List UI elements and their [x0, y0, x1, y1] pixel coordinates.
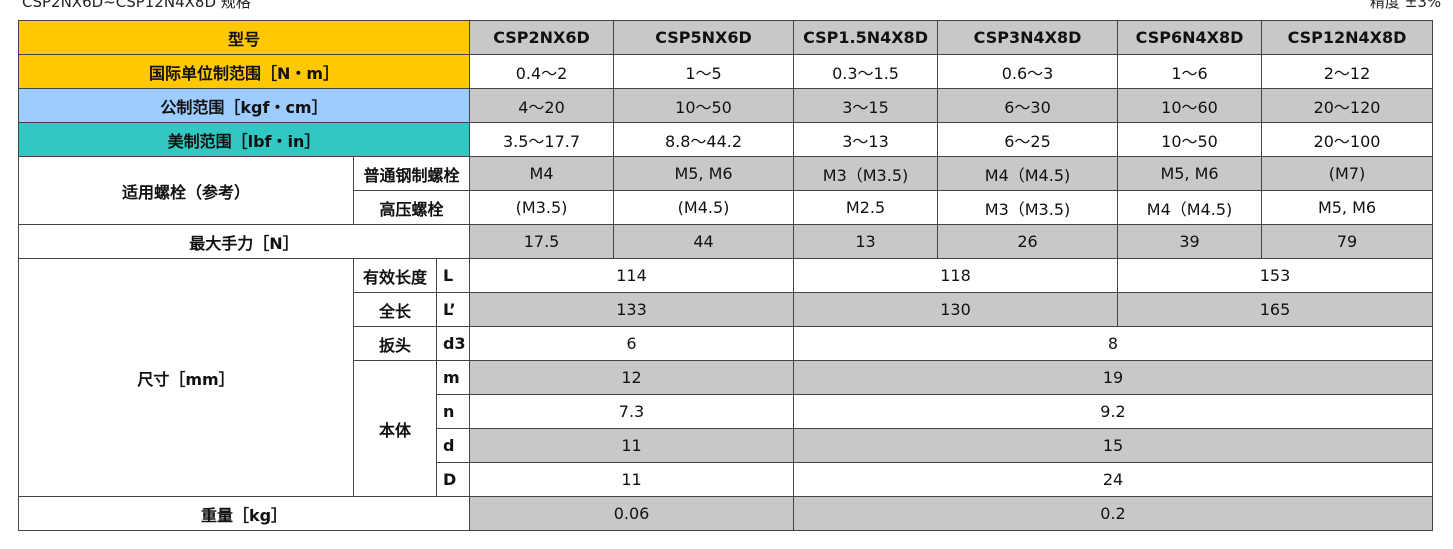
effective-length-label: 有效长度 [353, 258, 437, 293]
table-cell: M4（M4.5) [1117, 190, 1263, 225]
table-cell: 11 [469, 428, 795, 463]
table-cell: 8 [793, 326, 1434, 361]
head-symbol: d3 [435, 326, 471, 361]
n-symbol: n [435, 394, 471, 429]
bolts-label: 适用螺栓（参考） [18, 156, 354, 225]
table-cell: 13 [793, 224, 939, 259]
table-cell: 15 [793, 428, 1434, 463]
overall-length-symbol: L’ [435, 292, 471, 327]
table-cell: M3（M3.5) [937, 190, 1119, 225]
table-cell: 2～12 [1261, 54, 1434, 89]
table-cell: 118 [793, 258, 1119, 293]
table-cell: 20～100 [1261, 122, 1434, 157]
model-cell: CSP5NX6D [613, 20, 795, 55]
d-symbol: d [435, 428, 471, 463]
table-cell: 19 [793, 360, 1434, 395]
imperial-range-label: 美制范围［lbf・in］ [17, 122, 471, 157]
table-cell: 1～5 [613, 54, 795, 89]
table-cell: 3.5～17.7 [469, 122, 615, 157]
model-cell: CSP12N4X8D [1261, 20, 1434, 55]
m-symbol: m [435, 360, 471, 395]
table-cell: 17.5 [469, 224, 615, 259]
table-cell: 8.8～44.2 [613, 122, 795, 157]
metric-range-label: 公制范围［kgf・cm］ [17, 88, 471, 123]
table-cell: M4 [469, 156, 615, 191]
si-range-label: 国际单位制范围［N・m］ [17, 54, 471, 89]
table-cell: (M3.5) [469, 190, 615, 225]
spec-table: 型号 CSP2NX6D CSP5NX6D CSP1.5N4X8D CSP3N4X… [17, 20, 1434, 531]
body-D-row: D 11 24 [19, 462, 1434, 497]
max-force-label: 最大手力［N］ [17, 224, 471, 259]
table-cell: M4（M4.5) [937, 156, 1119, 191]
weight-label: 重量［kg］ [17, 496, 471, 531]
body-d-row: d 11 15 [19, 428, 1434, 463]
table-cell: M2.5 [793, 190, 939, 225]
accuracy-note: 精度 ±3% [1370, 0, 1442, 11]
table-cell: 10～50 [1117, 122, 1263, 157]
head-row: 扳头 d3 6 8 [19, 326, 1434, 361]
table-cell: 3～13 [793, 122, 939, 157]
D-symbol: D [435, 462, 471, 497]
table-cell: 0.3～1.5 [793, 54, 939, 89]
model-cell: CSP1.5N4X8D [793, 20, 939, 55]
table-cell: M5, M6 [1117, 156, 1263, 191]
table-cell: 114 [469, 258, 795, 293]
dimensions-label: 尺寸［mm］ [18, 258, 354, 497]
high-bolt-row: 高压螺栓 (M3.5) (M4.5) M2.5 M3（M3.5) M4（M4.5… [19, 190, 1434, 225]
model-cell: CSP6N4X8D [1117, 20, 1263, 55]
weight-row: 重量［kg］ 0.06 0.2 [17, 496, 1434, 531]
metric-range-row: 公制范围［kgf・cm］ 4～20 10～50 3～15 6～30 10～60 … [17, 88, 1434, 123]
table-cell: 26 [937, 224, 1119, 259]
si-range-row: 国际单位制范围［N・m］ 0.4～2 1～5 0.3～1.5 0.6～3 1～6… [17, 54, 1434, 89]
table-cell: 4～20 [469, 88, 615, 123]
table-cell: (M7) [1261, 156, 1434, 191]
table-cell: 9.2 [793, 394, 1434, 429]
model-header: 型号 [17, 20, 471, 55]
head-label: 扳头 [353, 326, 437, 361]
table-cell: 0.6～3 [937, 54, 1119, 89]
body-label: 本体 [353, 360, 437, 497]
table-cell: 7.3 [469, 394, 795, 429]
table-cell: 133 [469, 292, 795, 327]
table-cell: 6 [469, 326, 795, 361]
overall-length-row: 全长 L’ 133 130 165 [19, 292, 1434, 327]
effective-length-row: 尺寸［mm］ 有效长度 L 114 118 153 [18, 258, 1434, 497]
table-cell: M5, M6 [1261, 190, 1434, 225]
table-cell: 0.06 [469, 496, 795, 531]
table-cell: 153 [1117, 258, 1434, 293]
table-cell: 12 [469, 360, 795, 395]
table-cell: 0.4～2 [469, 54, 615, 89]
table-cell: 79 [1261, 224, 1434, 259]
high-bolt-label: 高压螺栓 [352, 190, 471, 225]
model-cell: CSP3N4X8D [937, 20, 1119, 55]
overall-length-label: 全长 [353, 292, 437, 327]
table-cell: 20～120 [1261, 88, 1434, 123]
effective-length-symbol: L [435, 258, 471, 293]
table-title: CSP2NX6D~CSP12N4X8D 规格 [22, 0, 251, 11]
table-cell: 44 [613, 224, 795, 259]
table-cell: 10～50 [613, 88, 795, 123]
table-cell: 10～60 [1117, 88, 1263, 123]
table-cell: 39 [1117, 224, 1263, 259]
table-cell: 11 [469, 462, 795, 497]
model-row: 型号 CSP2NX6D CSP5NX6D CSP1.5N4X8D CSP3N4X… [17, 20, 1434, 55]
table-cell: 1～6 [1117, 54, 1263, 89]
normal-bolt-row: 适用螺栓（参考） 普通钢制螺栓 M4 M5, M6 M3（M3.5) M4（M4… [18, 156, 1434, 225]
table-cell: 165 [1117, 292, 1434, 327]
table-cell: 24 [793, 462, 1434, 497]
table-cell: M5, M6 [613, 156, 795, 191]
table-cell: 0.2 [793, 496, 1434, 531]
max-force-row: 最大手力［N］ 17.5 44 13 26 39 79 [17, 224, 1434, 259]
table-cell: 3～15 [793, 88, 939, 123]
normal-bolt-label: 普通钢制螺栓 [352, 156, 471, 191]
model-cell: CSP2NX6D [469, 20, 615, 55]
table-cell: 6～25 [937, 122, 1119, 157]
table-cell: (M4.5) [613, 190, 795, 225]
table-cell: 6～30 [937, 88, 1119, 123]
imperial-range-row: 美制范围［lbf・in］ 3.5～17.7 8.8～44.2 3～13 6～25… [17, 122, 1434, 157]
table-cell: 130 [793, 292, 1119, 327]
table-cell: M3（M3.5) [793, 156, 939, 191]
